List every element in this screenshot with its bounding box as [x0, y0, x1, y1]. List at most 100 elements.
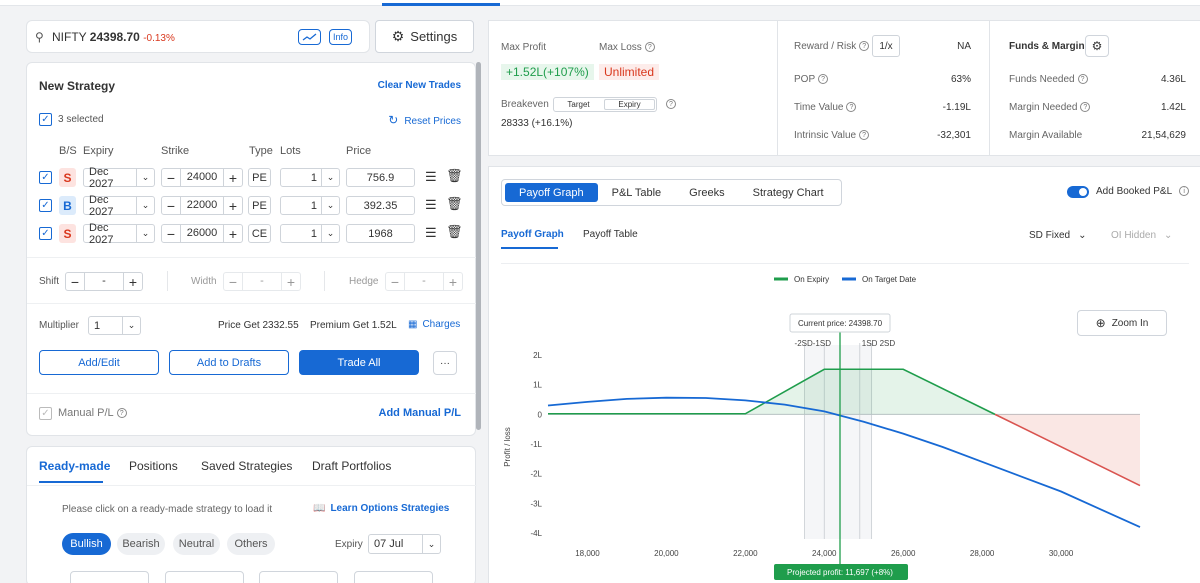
tab-ready-made[interactable]: Ready-made: [39, 459, 111, 473]
expiry-label: Expiry: [335, 539, 363, 550]
trash-icon[interactable]: 🗑: [446, 224, 463, 239]
settings-button[interactable]: ⚙ Settings: [375, 20, 474, 53]
add-to-drafts-button[interactable]: Add to Drafts: [169, 350, 289, 375]
leg-side-toggle[interactable]: S: [59, 168, 76, 187]
funds-settings-button[interactable]: ⚙: [1085, 35, 1109, 57]
info-button[interactable]: Info: [329, 29, 352, 45]
menu-icon[interactable]: ☰: [425, 169, 437, 184]
minus-icon[interactable]: −: [228, 273, 238, 290]
settings-label: Settings: [410, 29, 458, 44]
plus-icon[interactable]: +: [448, 273, 458, 290]
charges-link[interactable]: ▦ Charges: [408, 319, 460, 330]
ready-made-expiry-select[interactable]: 07 Jul ⌄: [368, 534, 441, 554]
reset-prices-button[interactable]: ↻ Reset Prices: [388, 113, 461, 127]
x-tick-label: 26,000: [891, 549, 916, 558]
leg-expiry-select[interactable]: Dec 2027 ⌄: [83, 194, 155, 218]
minus-icon[interactable]: −: [390, 273, 400, 290]
leg-price-input[interactable]: 756.9: [346, 168, 415, 187]
x-tick-label: 24,000: [812, 549, 837, 558]
tab-saved-strategies[interactable]: Saved Strategies: [201, 459, 293, 473]
strategy-card[interactable]: [165, 571, 244, 583]
clear-new-trades-link[interactable]: Clear New Trades: [377, 80, 461, 91]
scrollbar-thumb[interactable]: [476, 62, 481, 430]
pill-neutral[interactable]: Neutral: [173, 533, 220, 555]
leg-type-toggle[interactable]: PE: [248, 168, 271, 187]
hedge-stepper[interactable]: − - +: [385, 272, 463, 291]
pill-bullish[interactable]: Bullish: [62, 533, 111, 555]
add-manual-pl-link[interactable]: Add Manual P/L: [378, 407, 462, 419]
leg-checkbox[interactable]: ✓: [39, 199, 52, 212]
oi-mode-select[interactable]: OI Hidden ⌄: [1111, 230, 1172, 241]
premium-value: 1.52L: [371, 320, 397, 331]
leg-expiry-select[interactable]: Dec 2027 ⌄: [83, 166, 155, 190]
leg-strike-stepper[interactable]: −26000 +: [161, 224, 243, 243]
leg-lots-value: 1: [310, 199, 317, 212]
breakeven-mode-toggle[interactable]: Target Expiry: [553, 97, 657, 112]
divider: [27, 303, 477, 304]
chart-button[interactable]: [298, 29, 321, 45]
leg-strike-value: 22000: [180, 197, 224, 214]
tab-strategy-chart[interactable]: Strategy Chart: [752, 186, 824, 199]
tab-greeks[interactable]: Greeks: [689, 186, 725, 199]
width-label: Width: [191, 276, 217, 287]
leg-type-toggle[interactable]: PE: [248, 196, 271, 215]
manual-pl-checkbox[interactable]: ✓: [39, 407, 52, 420]
plus-icon[interactable]: +: [228, 197, 238, 214]
leg-side-toggle[interactable]: B: [59, 196, 76, 215]
plus-icon[interactable]: +: [228, 225, 238, 242]
leg-expiry-select[interactable]: Dec 2027 ⌄: [83, 222, 155, 246]
add-booked-pl-toggle[interactable]: [1067, 186, 1089, 198]
strategy-card[interactable]: [70, 571, 149, 583]
leg-checkbox[interactable]: ✓: [39, 227, 52, 240]
expiry-chip[interactable]: Expiry: [604, 99, 655, 110]
shift-stepper[interactable]: − - +: [65, 272, 143, 291]
leg-strike-stepper[interactable]: −22000 +: [161, 196, 243, 215]
width-stepper[interactable]: − - +: [223, 272, 301, 291]
subtab-payoff-graph[interactable]: Payoff Graph: [501, 229, 564, 240]
more-options-button[interactable]: ···: [433, 351, 457, 375]
leg-strike-stepper[interactable]: −24000 +: [161, 168, 243, 187]
minus-icon[interactable]: −: [70, 273, 80, 290]
reward-risk-toggle[interactable]: 1/x: [872, 35, 900, 57]
symbol-search-bar[interactable]: ⚲ NIFTY 24398.70 -0.13% Info: [26, 20, 370, 53]
payoff-chart[interactable]: On Expiry On Target Date -2SD-1SD 1SD 2SD 2L…: [488, 255, 1200, 583]
leg-lots-select[interactable]: 1 ⌄: [280, 224, 340, 243]
select-all-checkbox[interactable]: ✓: [39, 113, 52, 126]
leg-type-toggle[interactable]: CE: [248, 224, 271, 243]
menu-icon[interactable]: ☰: [425, 197, 437, 212]
strategy-card[interactable]: [259, 571, 338, 583]
trade-all-button[interactable]: Trade All: [299, 350, 419, 375]
plus-icon[interactable]: +: [286, 273, 296, 290]
leg-lots-select[interactable]: 1 ⌄: [280, 168, 340, 187]
strategy-card[interactable]: [354, 571, 433, 583]
minus-icon[interactable]: −: [166, 169, 176, 186]
leg-price-input[interactable]: 392.35: [346, 196, 415, 215]
trash-icon[interactable]: 🗑: [446, 168, 463, 183]
subtab-payoff-table[interactable]: Payoff Table: [583, 229, 638, 240]
learn-options-link[interactable]: 📖 Learn Options Strategies: [313, 503, 449, 514]
target-chip[interactable]: Target: [567, 100, 590, 109]
trash-icon[interactable]: 🗑: [446, 196, 463, 211]
left-scrollbar[interactable]: [476, 62, 481, 582]
minus-icon[interactable]: −: [166, 197, 176, 214]
divider: [27, 393, 477, 394]
tab-positions[interactable]: Positions: [129, 459, 178, 473]
minus-icon[interactable]: −: [166, 225, 176, 242]
multiplier-select[interactable]: 1 ⌄: [88, 316, 141, 335]
x-tick-label: 28,000: [970, 549, 995, 558]
leg-checkbox[interactable]: ✓: [39, 171, 52, 184]
tab-payoff-graph[interactable]: Payoff Graph: [505, 183, 598, 202]
pill-others[interactable]: Others: [227, 533, 275, 555]
pill-bearish[interactable]: Bearish: [117, 533, 165, 555]
sd-mode-select[interactable]: SD Fixed ⌄: [1029, 230, 1087, 241]
add-edit-button[interactable]: Add/Edit: [39, 350, 159, 375]
leg-lots-select[interactable]: 1 ⌄: [280, 196, 340, 215]
plus-icon[interactable]: +: [128, 273, 138, 290]
leg-price-input[interactable]: 1968: [346, 224, 415, 243]
tab-pl-table[interactable]: P&L Table: [611, 186, 662, 199]
tab-draft-portfolios[interactable]: Draft Portfolios: [312, 459, 392, 473]
leg-side-toggle[interactable]: S: [59, 224, 76, 243]
menu-icon[interactable]: ☰: [425, 225, 437, 240]
zoom-in-button[interactable]: ⊕ Zoom In: [1077, 310, 1167, 336]
plus-icon[interactable]: +: [228, 169, 238, 186]
